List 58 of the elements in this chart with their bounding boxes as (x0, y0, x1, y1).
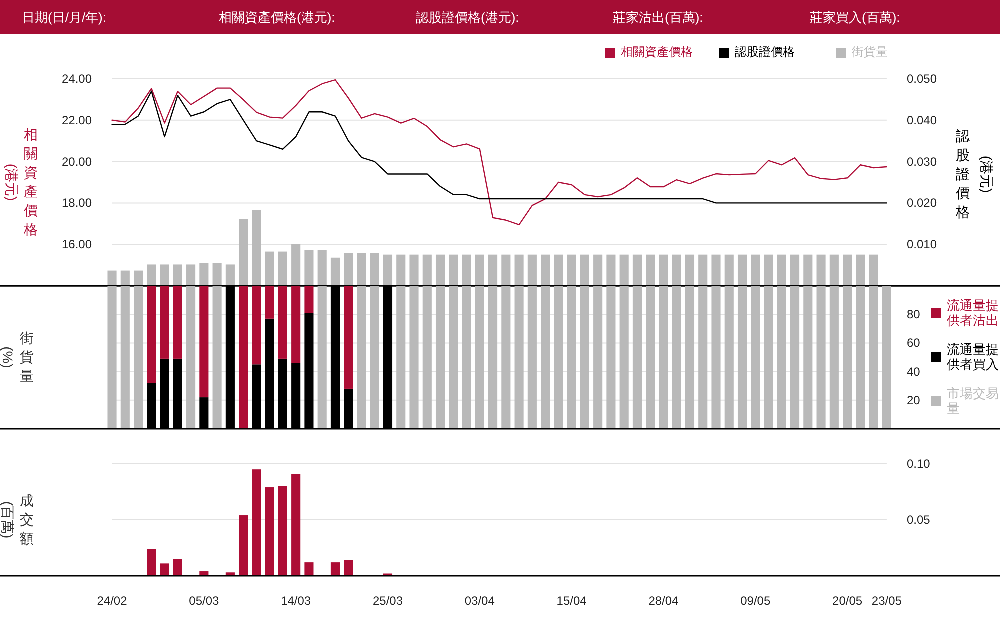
text: 莊家沽出(百萬): (613, 10, 704, 25)
bar (304, 562, 314, 576)
bar (160, 564, 170, 576)
y2-tick-label: 0.030 (907, 154, 938, 169)
bar (173, 264, 182, 286)
bar (330, 562, 340, 576)
legend-label: 市場交易量 (947, 386, 1000, 416)
y-tick-label: 22.00 (62, 113, 92, 128)
bar (882, 286, 892, 429)
bar (344, 560, 354, 576)
x-tick-label: 15/04 (556, 594, 588, 608)
y-tick-label: 20.00 (62, 154, 92, 169)
x-tick-label: 28/04 (648, 594, 680, 608)
bar (160, 264, 170, 286)
y-tick-label: 16.00 (62, 238, 92, 252)
y-tick-label: 40 (907, 364, 921, 379)
bar (200, 263, 209, 286)
x-tick-label: 25/03 (372, 594, 404, 608)
y-tick-label: 60 (907, 336, 921, 350)
y2-tick-label: 0.050 (907, 72, 938, 86)
legend-label: 街貨量 (852, 44, 888, 61)
bar (344, 253, 354, 286)
x-tick-label: 23/05 (872, 594, 902, 608)
x-tick-label: 24/02 (97, 594, 128, 608)
text: 莊家買入(百萬): (810, 10, 900, 25)
bar (173, 559, 182, 576)
bar (147, 549, 156, 576)
bar (330, 258, 340, 286)
y-tick-label: 80 (907, 308, 921, 322)
x-tick-label: 09/05 (740, 594, 771, 608)
legend-label: 流通量提供者沽出 (947, 298, 1000, 328)
bar (265, 488, 274, 576)
legend-label: 認股證價格 (735, 44, 795, 61)
y-tick-label: 0.10 (907, 457, 931, 471)
bar (226, 264, 235, 286)
x-tick-label: 20/05 (832, 594, 863, 608)
y2-tick-label: 0.040 (907, 113, 938, 128)
bar (252, 470, 262, 576)
y2-tick-label: 0.010 (907, 238, 938, 252)
legend-label: 相關資產價格 (621, 44, 693, 61)
bar (239, 516, 248, 576)
y2-tick-label: 0.020 (907, 196, 938, 210)
bar (147, 264, 156, 286)
y-tick-label: 0.05 (907, 513, 931, 527)
y-tick-label: 24.00 (62, 72, 92, 86)
x-tick-label: 14/03 (281, 594, 312, 608)
x-tick-label: 05/03 (189, 594, 220, 608)
legend-label: 流通量提供者買入 (947, 342, 1000, 372)
y-tick-label: 18.00 (62, 196, 92, 210)
text: 相關資產價格(港元): (219, 10, 336, 25)
bar (292, 474, 301, 576)
text: 日期(日/月/年): (22, 10, 106, 25)
bar (278, 486, 288, 576)
y-axis-title: 街貨量(%) (0, 330, 34, 384)
text: 認股證價格(港元): (416, 10, 520, 25)
bar (383, 254, 393, 286)
y-tick-label: 20 (907, 393, 921, 408)
x-tick-label: 03/04 (464, 594, 496, 608)
